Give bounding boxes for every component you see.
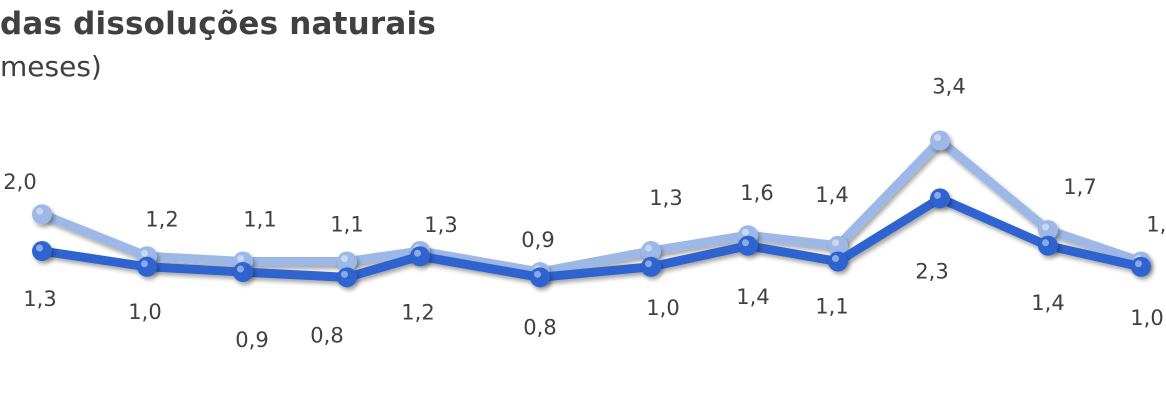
data-label: 0,9 xyxy=(235,328,268,352)
data-label: 1,0 xyxy=(646,296,679,320)
series-light xyxy=(32,130,1151,283)
data-point-highlight xyxy=(237,255,244,263)
data-label: 1,0 xyxy=(128,300,161,324)
data-point-highlight xyxy=(1042,223,1049,231)
data-point-highlight xyxy=(36,244,43,252)
data-point-highlight xyxy=(534,270,541,278)
data-point-highlight xyxy=(237,265,244,273)
series-line-2 xyxy=(37,193,1146,282)
data-point-highlight xyxy=(742,239,749,247)
data-point-highlight xyxy=(934,134,941,142)
data-label: 1,1 xyxy=(330,213,363,237)
series-line-1 xyxy=(37,136,1146,277)
data-labels: 2,0 1,2 1,1 1,1 1,3 0,9 1,3 1,6 1,4 3,4 1,7 1,1 1,3 1… xyxy=(3,75,1166,353)
data-label: 1,3 xyxy=(649,186,682,210)
data-label: 1,2 xyxy=(145,207,178,231)
data-point-highlight xyxy=(341,270,348,278)
chart-title: das dissoluções naturais xyxy=(0,6,436,42)
data-point xyxy=(337,267,357,288)
data-point xyxy=(1131,256,1151,277)
data-point-highlight xyxy=(934,191,941,199)
data-label: 1,1 xyxy=(1146,213,1166,237)
data-point xyxy=(137,256,157,277)
data-point-highlight xyxy=(141,249,148,257)
data-point xyxy=(641,241,661,262)
data-point-highlight xyxy=(36,207,43,215)
data-label: 2,0 xyxy=(3,170,36,194)
data-point-highlight xyxy=(645,244,652,252)
data-point xyxy=(410,246,430,267)
data-point xyxy=(32,241,52,262)
data-point xyxy=(641,256,661,277)
data-label: 1,2 xyxy=(401,300,434,324)
data-label: 1,6 xyxy=(740,181,773,205)
data-point-highlight xyxy=(341,255,348,263)
data-label: 1,4 xyxy=(815,183,848,207)
data-point-highlight xyxy=(1042,239,1049,247)
data-label: 3,4 xyxy=(932,75,965,99)
data-point xyxy=(32,204,52,225)
data-point-highlight xyxy=(414,249,421,257)
data-point xyxy=(1038,235,1058,256)
data-label: 1,0 xyxy=(1130,306,1163,330)
data-point xyxy=(738,235,758,256)
data-point-highlight xyxy=(141,260,148,268)
chart-subtitle: meses) xyxy=(0,50,102,83)
data-point xyxy=(337,251,357,272)
data-point xyxy=(930,130,950,151)
data-point xyxy=(530,267,550,288)
data-label: 0,8 xyxy=(310,323,343,347)
data-label: 1,3 xyxy=(424,213,457,237)
data-label: 0,9 xyxy=(521,228,554,252)
data-label: 1,1 xyxy=(815,295,848,319)
data-point xyxy=(233,262,253,283)
data-label: 1,4 xyxy=(1031,291,1064,315)
data-label: 2,3 xyxy=(915,259,948,283)
data-label: 0,8 xyxy=(523,315,556,339)
data-point-highlight xyxy=(1135,260,1142,268)
data-label: 1,4 xyxy=(736,285,769,309)
data-label: 1,1 xyxy=(243,208,276,232)
data-point-highlight xyxy=(832,239,839,247)
data-label: 1,3 xyxy=(23,287,56,311)
data-point xyxy=(930,188,950,209)
data-point-highlight xyxy=(742,228,749,236)
data-point xyxy=(828,235,848,256)
data-label: 1,7 xyxy=(1063,175,1096,199)
data-point xyxy=(828,251,848,272)
data-point-highlight xyxy=(645,260,652,268)
data-point-highlight xyxy=(832,255,839,263)
data-point xyxy=(1038,219,1058,240)
series-dark xyxy=(32,188,1151,288)
